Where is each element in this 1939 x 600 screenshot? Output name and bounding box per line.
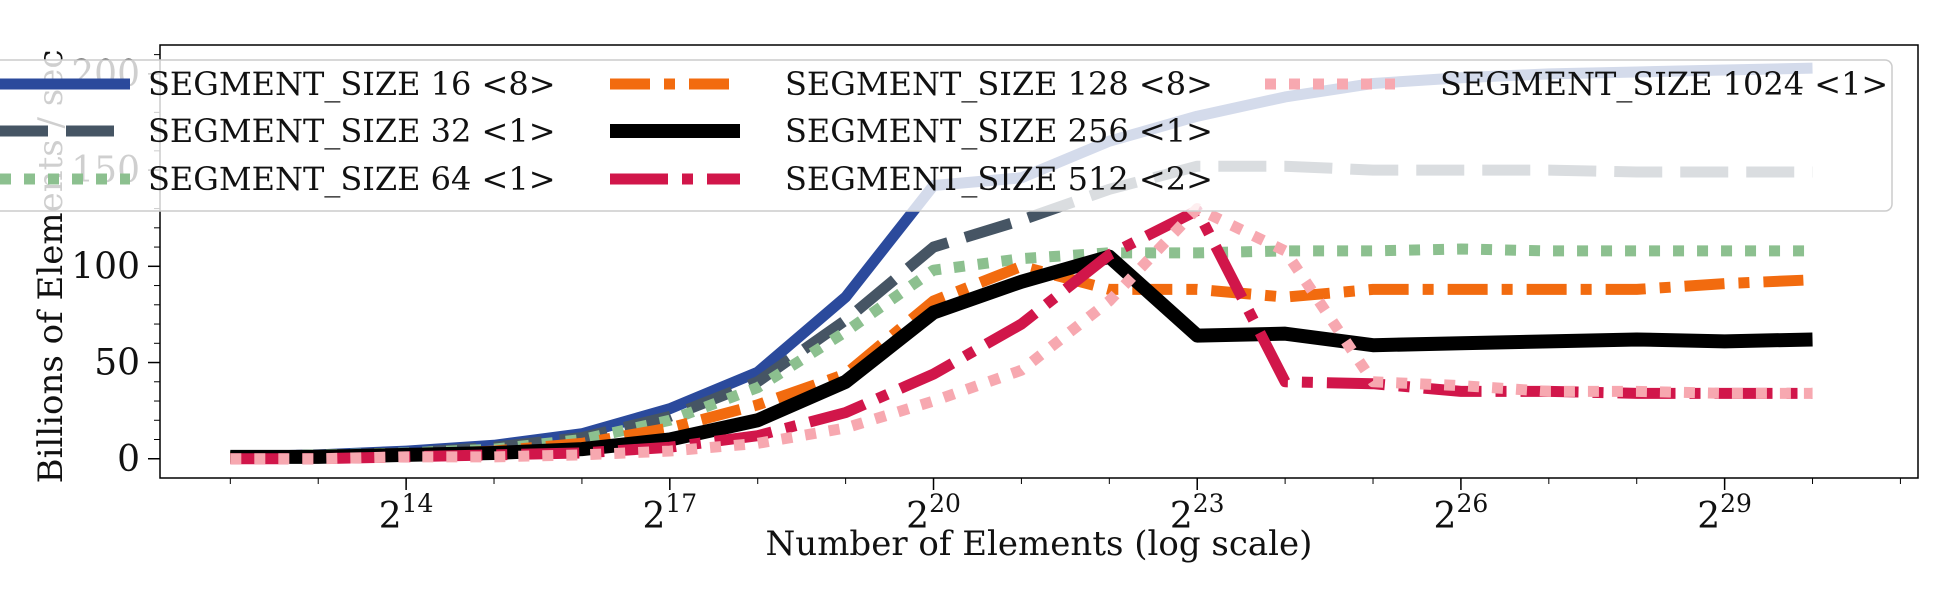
x-tick-label: 220 [906, 489, 961, 537]
x-tick-label: 229 [1697, 489, 1752, 537]
legend-label: SEGMENT_SIZE 256 <1> [785, 112, 1213, 150]
x-tick-label: 223 [1170, 489, 1225, 537]
legend: SEGMENT_SIZE 16 <8> SEGMENT_SIZE 32 <1> SE… [0, 59, 1893, 212]
legend-item-2: SEGMENT_SIZE 32 <1> [0, 112, 556, 150]
legend-item-4: SEGMENT_SIZE 128 <8> [610, 65, 1213, 103]
x-axis-label: Number of Elements (log scale) [766, 524, 1313, 564]
legend-label: SEGMENT_SIZE 32 <1> [148, 112, 556, 150]
legend-label: SEGMENT_SIZE 64 <1> [148, 160, 556, 198]
legend-item-3: SEGMENT_SIZE 64 <1> [0, 160, 556, 198]
plot-area-frame [159, 44, 1919, 479]
x-tick-label: 226 [1434, 489, 1489, 537]
legend-label: SEGMENT_SIZE 128 <8> [785, 65, 1213, 103]
y-tick-label: 100 [71, 246, 140, 287]
legend-item-7: SEGMENT_SIZE 1024 <1> [1265, 65, 1888, 103]
legend-item-6: SEGMENT_SIZE 512 <2> [610, 160, 1213, 198]
series-line-5 [230, 249, 1813, 464]
y-tick-label: 50 [94, 343, 140, 384]
legend-box [0, 59, 1893, 212]
x-axis: 214 217 220 223 226 229 [229, 478, 1901, 537]
legend-item-1: SEGMENT_SIZE 16 <8> [0, 65, 556, 103]
legend-label: SEGMENT_SIZE 1024 <1> [1440, 65, 1888, 103]
x-tick-label: 214 [379, 489, 434, 537]
y-tick-label: 0 [117, 439, 140, 480]
x-tick-label: 217 [642, 489, 697, 537]
series-line-4 [230, 260, 1813, 463]
series-line-7 [230, 203, 1813, 465]
legend-item-5: SEGMENT_SIZE 256 <1> [610, 112, 1213, 150]
legend-label: SEGMENT_SIZE 512 <2> [785, 160, 1213, 198]
legend-label: SEGMENT_SIZE 16 <8> [148, 65, 556, 103]
